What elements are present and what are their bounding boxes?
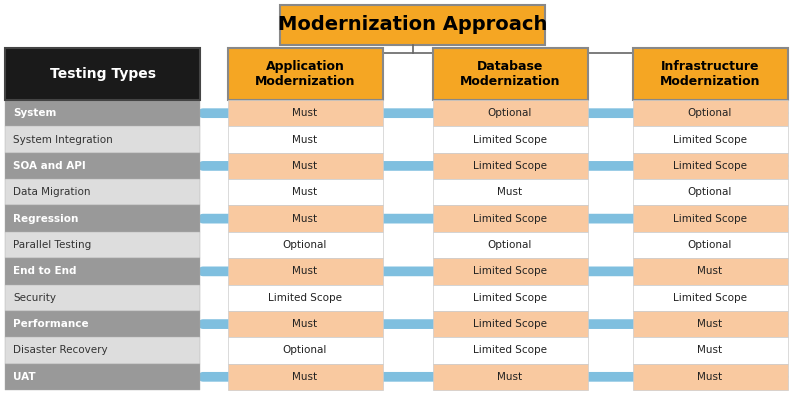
Text: Must: Must: [698, 372, 722, 382]
FancyBboxPatch shape: [227, 179, 382, 206]
FancyBboxPatch shape: [433, 48, 587, 100]
Text: Optional: Optional: [488, 240, 532, 250]
Text: Must: Must: [293, 108, 318, 118]
FancyBboxPatch shape: [280, 5, 545, 45]
Text: UAT: UAT: [13, 372, 36, 382]
FancyBboxPatch shape: [633, 179, 787, 206]
FancyBboxPatch shape: [5, 48, 200, 100]
FancyBboxPatch shape: [227, 153, 382, 179]
Text: Limited Scope: Limited Scope: [473, 266, 547, 276]
FancyBboxPatch shape: [433, 258, 587, 285]
FancyBboxPatch shape: [227, 311, 382, 337]
Text: Must: Must: [293, 134, 318, 145]
Text: Limited Scope: Limited Scope: [473, 134, 547, 145]
FancyBboxPatch shape: [633, 100, 787, 127]
FancyBboxPatch shape: [433, 153, 587, 179]
Text: Optional: Optional: [488, 108, 532, 118]
FancyBboxPatch shape: [5, 153, 200, 179]
Text: Limited Scope: Limited Scope: [673, 214, 747, 224]
FancyBboxPatch shape: [5, 127, 200, 153]
Text: Must: Must: [293, 214, 318, 224]
FancyBboxPatch shape: [633, 311, 787, 337]
Text: Limited Scope: Limited Scope: [673, 293, 747, 303]
Text: Limited Scope: Limited Scope: [473, 319, 547, 329]
FancyBboxPatch shape: [5, 100, 200, 127]
Text: Optional: Optional: [688, 187, 732, 197]
Text: Limited Scope: Limited Scope: [473, 293, 547, 303]
FancyBboxPatch shape: [5, 364, 200, 390]
FancyBboxPatch shape: [227, 285, 382, 311]
FancyBboxPatch shape: [227, 206, 382, 232]
FancyBboxPatch shape: [433, 311, 587, 337]
Text: Database
Modernization: Database Modernization: [460, 60, 560, 88]
FancyBboxPatch shape: [5, 285, 200, 311]
Text: Limited Scope: Limited Scope: [673, 134, 747, 145]
Text: Disaster Recovery: Disaster Recovery: [13, 345, 108, 355]
Text: Must: Must: [498, 372, 522, 382]
FancyBboxPatch shape: [633, 232, 787, 258]
Text: Optional: Optional: [283, 345, 327, 355]
Text: Optional: Optional: [688, 108, 732, 118]
FancyBboxPatch shape: [5, 337, 200, 364]
FancyBboxPatch shape: [5, 179, 200, 206]
Text: Limited Scope: Limited Scope: [268, 293, 342, 303]
FancyBboxPatch shape: [5, 232, 200, 258]
Text: Performance: Performance: [13, 319, 89, 329]
Text: Limited Scope: Limited Scope: [673, 161, 747, 171]
Text: Security: Security: [13, 293, 56, 303]
FancyBboxPatch shape: [633, 337, 787, 364]
FancyBboxPatch shape: [227, 100, 382, 127]
FancyBboxPatch shape: [5, 258, 200, 285]
FancyBboxPatch shape: [633, 206, 787, 232]
Text: Optional: Optional: [283, 240, 327, 250]
Text: End to End: End to End: [13, 266, 77, 276]
Text: Modernization Approach: Modernization Approach: [278, 15, 547, 35]
Text: Must: Must: [698, 345, 722, 355]
FancyBboxPatch shape: [433, 179, 587, 206]
FancyBboxPatch shape: [433, 337, 587, 364]
FancyBboxPatch shape: [227, 258, 382, 285]
Text: Limited Scope: Limited Scope: [473, 161, 547, 171]
FancyBboxPatch shape: [5, 206, 200, 232]
FancyBboxPatch shape: [633, 364, 787, 390]
Text: Must: Must: [293, 187, 318, 197]
Text: Data Migration: Data Migration: [13, 187, 90, 197]
FancyBboxPatch shape: [227, 232, 382, 258]
Text: Limited Scope: Limited Scope: [473, 214, 547, 224]
FancyBboxPatch shape: [227, 127, 382, 153]
Text: Must: Must: [293, 266, 318, 276]
Text: Optional: Optional: [688, 240, 732, 250]
FancyBboxPatch shape: [433, 206, 587, 232]
Text: Must: Must: [293, 319, 318, 329]
FancyBboxPatch shape: [5, 311, 200, 337]
FancyBboxPatch shape: [433, 232, 587, 258]
Text: Must: Must: [498, 187, 522, 197]
Text: Must: Must: [293, 372, 318, 382]
Text: SOA and API: SOA and API: [13, 161, 86, 171]
FancyBboxPatch shape: [633, 258, 787, 285]
FancyBboxPatch shape: [227, 337, 382, 364]
Text: System Integration: System Integration: [13, 134, 113, 145]
FancyBboxPatch shape: [433, 364, 587, 390]
Text: Parallel Testing: Parallel Testing: [13, 240, 91, 250]
FancyBboxPatch shape: [633, 127, 787, 153]
Text: System: System: [13, 108, 56, 118]
Text: Must: Must: [293, 161, 318, 171]
FancyBboxPatch shape: [227, 48, 382, 100]
Text: Must: Must: [698, 319, 722, 329]
Text: Regression: Regression: [13, 214, 78, 224]
Text: Infrastructure
Modernization: Infrastructure Modernization: [660, 60, 760, 88]
FancyBboxPatch shape: [633, 153, 787, 179]
FancyBboxPatch shape: [433, 285, 587, 311]
FancyBboxPatch shape: [433, 127, 587, 153]
FancyBboxPatch shape: [227, 364, 382, 390]
Text: Limited Scope: Limited Scope: [473, 345, 547, 355]
Text: Application
Modernization: Application Modernization: [254, 60, 355, 88]
Text: Must: Must: [698, 266, 722, 276]
FancyBboxPatch shape: [433, 100, 587, 127]
FancyBboxPatch shape: [633, 285, 787, 311]
FancyBboxPatch shape: [633, 48, 787, 100]
Text: Testing Types: Testing Types: [50, 67, 155, 81]
